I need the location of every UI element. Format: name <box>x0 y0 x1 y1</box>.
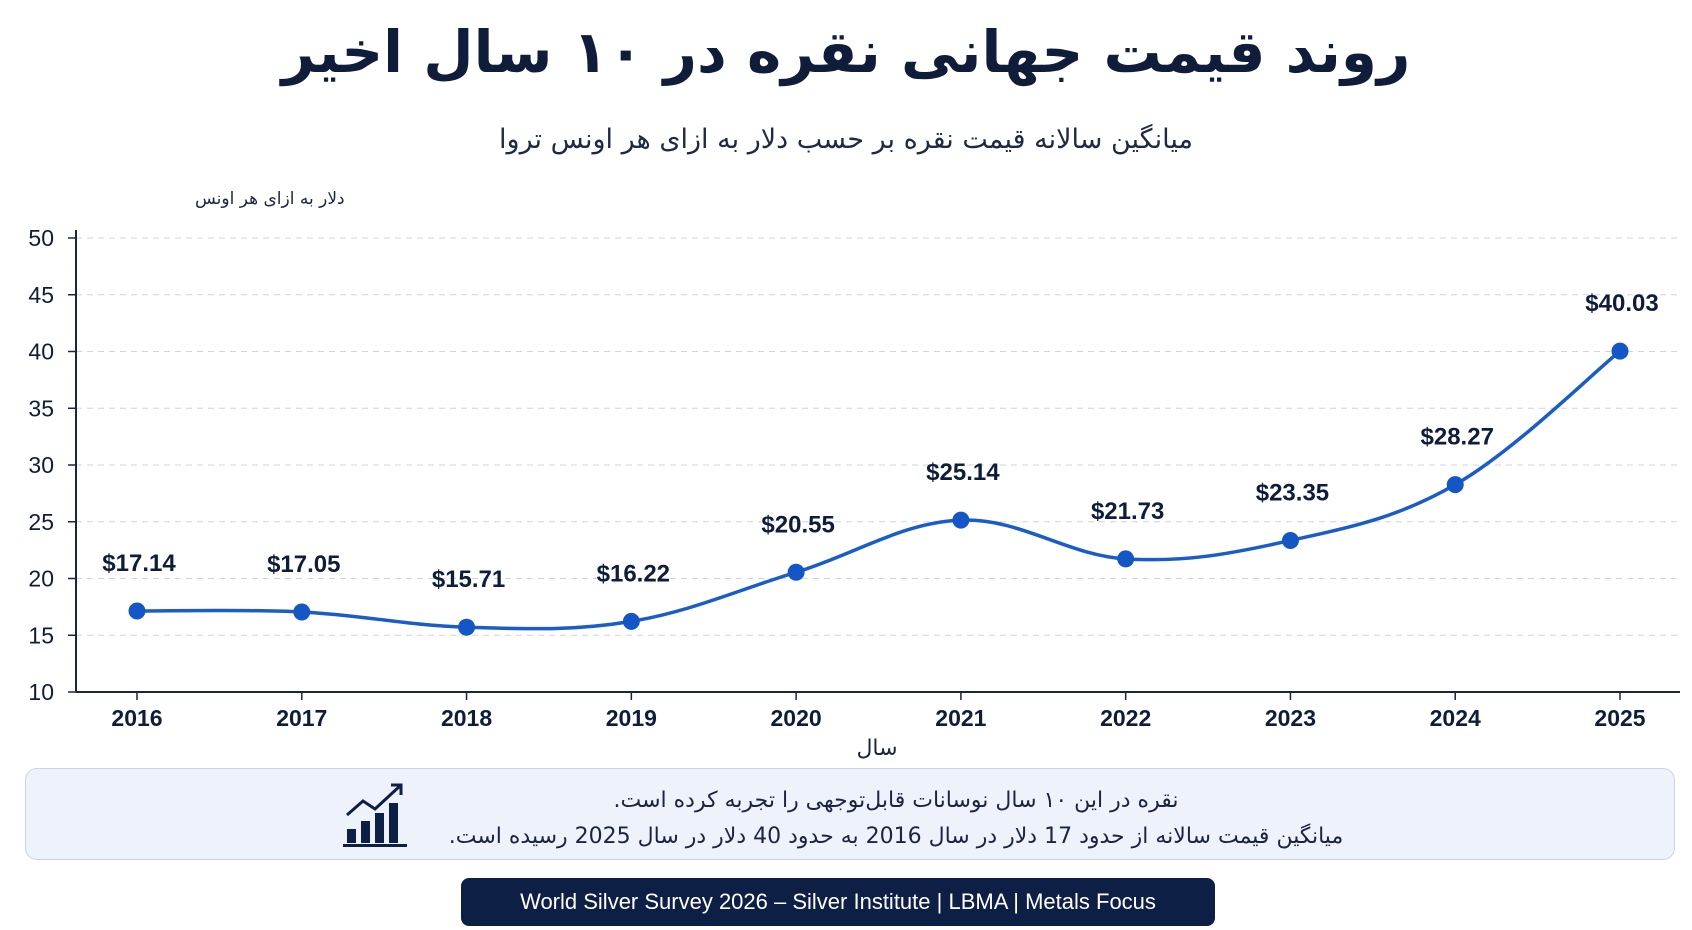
data-point <box>1446 476 1464 494</box>
y-tick-label: 45 <box>28 282 54 308</box>
source-banner: World Silver Survey 2026 – Silver Instit… <box>461 878 1215 926</box>
data-label: $20.55 <box>761 511 834 538</box>
data-label: $28.27 <box>1421 424 1494 451</box>
x-tick-label: 2017 <box>276 705 327 731</box>
data-point <box>293 603 311 621</box>
x-tick-label: 2019 <box>606 705 657 731</box>
data-labels: $17.14 $17.05 $15.71 $16.22 $20.55 $25.14 $21.… <box>102 290 1658 593</box>
y-tick-label: 20 <box>28 566 54 592</box>
x-tick-label: 2016 <box>111 705 162 731</box>
bar-chart-trend-icon <box>343 781 413 849</box>
data-point <box>952 511 970 529</box>
y-tick-label: 40 <box>28 339 54 365</box>
y-tick-label: 30 <box>28 452 54 478</box>
data-label: $25.14 <box>926 459 1000 486</box>
x-tick-label: 2025 <box>1594 705 1645 731</box>
data-point <box>128 602 146 620</box>
data-label: $16.22 <box>597 560 670 587</box>
data-label: $17.05 <box>267 551 340 578</box>
axes <box>75 230 1680 700</box>
data-label: $17.14 <box>102 550 176 577</box>
y-axis-label: دلار به ازای هر اونس <box>195 189 345 209</box>
y-tick-label: 50 <box>28 225 54 251</box>
x-axis-label: سال <box>856 736 897 760</box>
note-line-1: نقره در این ۱۰ سال نوسانات قابل‌توجهی را… <box>613 788 1179 813</box>
data-label: $21.73 <box>1091 498 1164 525</box>
note-box: نقره در این ۱۰ سال نوسانات قابل‌توجهی را… <box>25 768 1675 860</box>
y-tick-label: 10 <box>28 679 54 705</box>
x-tick-label: 2024 <box>1430 705 1481 731</box>
gridlines <box>68 237 1680 693</box>
x-tick-label: 2023 <box>1265 705 1316 731</box>
x-tick-label: 2018 <box>441 705 492 731</box>
x-tick-label: 2022 <box>1100 705 1151 731</box>
x-tick-labels: 2016 2017 2018 2019 2020 2021 2022 2023 2024 2025 <box>111 705 1645 731</box>
data-point <box>1281 531 1299 549</box>
data-point <box>1117 550 1135 568</box>
y-tick-label: 35 <box>28 395 54 421</box>
x-tick-label: 2020 <box>771 705 822 731</box>
data-label: $23.35 <box>1256 479 1329 506</box>
data-label: $40.03 <box>1585 290 1658 317</box>
chart-subtitle: میانگین سالانه قیمت نقره بر حسب دلار به … <box>499 124 1193 155</box>
data-point <box>458 618 476 636</box>
note-line-2: میانگین قیمت سالانه از حدود 17 دلار در س… <box>448 824 1344 849</box>
y-tick-label: 15 <box>28 622 54 648</box>
data-label: $15.71 <box>432 566 505 593</box>
y-tick-labels: 10 15 20 25 30 35 40 45 50 <box>28 225 54 705</box>
chart-title: روند قیمت جهانی نقره در ۱۰ سال اخیر <box>281 18 1411 86</box>
series-line <box>136 349 1622 631</box>
x-tick-label: 2021 <box>935 705 986 731</box>
data-point <box>1611 342 1629 360</box>
data-point <box>787 563 805 581</box>
data-point <box>622 612 640 630</box>
y-tick-label: 25 <box>28 509 54 535</box>
data-points <box>128 342 1629 636</box>
